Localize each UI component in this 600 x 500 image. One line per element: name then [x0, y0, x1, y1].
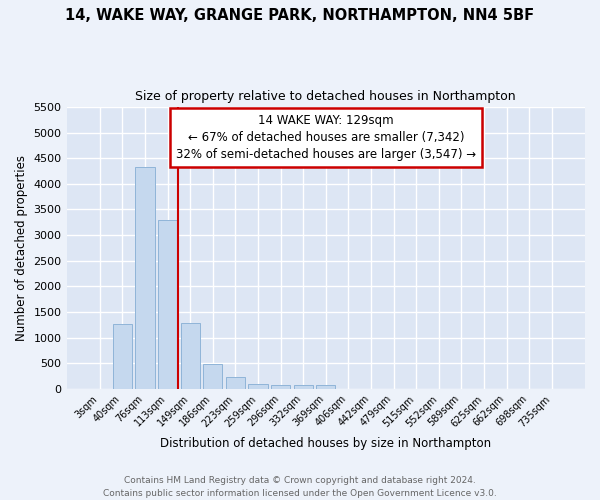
Bar [113, 324, 132, 389]
Text: 14, WAKE WAY, GRANGE PARK, NORTHAMPTON, NN4 5BF: 14, WAKE WAY, GRANGE PARK, NORTHAMPTON, … [65, 8, 535, 22]
X-axis label: Distribution of detached houses by size in Northampton: Distribution of detached houses by size … [160, 437, 491, 450]
Bar [271, 386, 290, 389]
Text: Contains HM Land Registry data © Crown copyright and database right 2024.
Contai: Contains HM Land Registry data © Crown c… [103, 476, 497, 498]
Bar [158, 220, 177, 389]
Bar [203, 364, 223, 389]
Bar [293, 386, 313, 389]
Bar [136, 167, 155, 389]
Bar [316, 386, 335, 389]
Title: Size of property relative to detached houses in Northampton: Size of property relative to detached ho… [136, 90, 516, 103]
Bar [181, 322, 200, 389]
Y-axis label: Number of detached properties: Number of detached properties [15, 155, 28, 341]
Text: 14 WAKE WAY: 129sqm
← 67% of detached houses are smaller (7,342)
32% of semi-det: 14 WAKE WAY: 129sqm ← 67% of detached ho… [176, 114, 476, 161]
Bar [226, 377, 245, 389]
Bar [248, 384, 268, 389]
